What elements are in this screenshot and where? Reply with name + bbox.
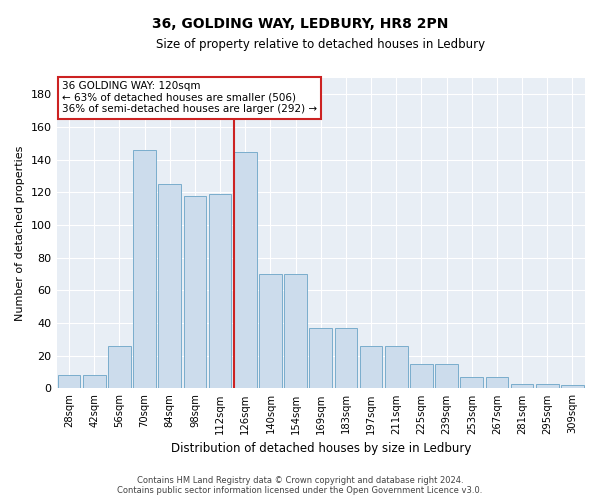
Title: Size of property relative to detached houses in Ledbury: Size of property relative to detached ho… — [156, 38, 485, 51]
Bar — [435, 364, 458, 388]
Bar — [83, 376, 106, 388]
Bar — [158, 184, 181, 388]
Bar — [360, 346, 382, 389]
Bar — [485, 377, 508, 388]
Bar — [310, 328, 332, 388]
Bar — [58, 376, 80, 388]
Bar — [536, 384, 559, 388]
Y-axis label: Number of detached properties: Number of detached properties — [15, 146, 25, 321]
Text: 36, GOLDING WAY, LEDBURY, HR8 2PN: 36, GOLDING WAY, LEDBURY, HR8 2PN — [152, 18, 448, 32]
Text: 36 GOLDING WAY: 120sqm
← 63% of detached houses are smaller (506)
36% of semi-de: 36 GOLDING WAY: 120sqm ← 63% of detached… — [62, 81, 317, 114]
Bar — [284, 274, 307, 388]
Bar — [133, 150, 156, 388]
Bar — [234, 152, 257, 388]
Bar — [184, 196, 206, 388]
Bar — [511, 384, 533, 388]
Bar — [335, 328, 357, 388]
Bar — [108, 346, 131, 389]
Text: Contains HM Land Registry data © Crown copyright and database right 2024.
Contai: Contains HM Land Registry data © Crown c… — [118, 476, 482, 495]
Bar — [410, 364, 433, 388]
Bar — [460, 377, 483, 388]
Bar — [259, 274, 282, 388]
Bar — [561, 385, 584, 388]
X-axis label: Distribution of detached houses by size in Ledbury: Distribution of detached houses by size … — [170, 442, 471, 455]
Bar — [385, 346, 407, 389]
Bar — [209, 194, 232, 388]
